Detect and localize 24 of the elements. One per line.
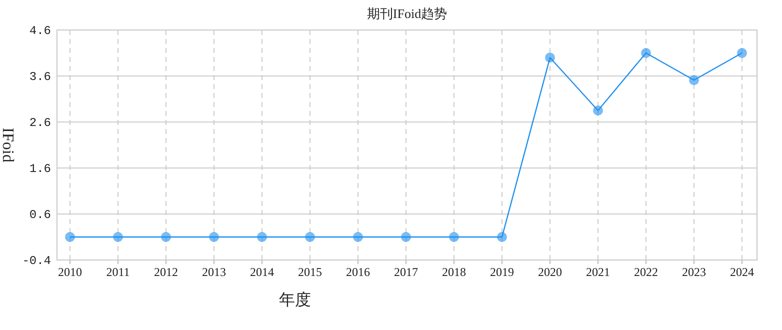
x-tick-label: 2018 — [442, 265, 466, 279]
x-tick-label: 2021 — [586, 265, 610, 279]
x-tick-label: 2015 — [298, 265, 322, 279]
x-tick-label: 2016 — [346, 265, 370, 279]
x-tick-label: 2023 — [682, 265, 706, 279]
y-tick-label: 0.6 — [29, 208, 51, 222]
x-tick-label: 2017 — [394, 265, 418, 279]
x-tick-label: 2013 — [202, 265, 226, 279]
x-tick-label: 2014 — [250, 265, 274, 279]
chart-title: 期刊IFoid趋势 — [366, 6, 448, 21]
y-tick-label: 1.6 — [29, 162, 51, 176]
x-tick-label: 2010 — [58, 265, 82, 279]
y-tick-label: 2.6 — [29, 116, 51, 130]
x-tick-label: 2012 — [154, 265, 178, 279]
x-axis-title: 年度 — [279, 291, 311, 309]
x-tick-label: 2019 — [490, 265, 514, 279]
y-axis-title: IFoid — [0, 128, 16, 162]
y-tick-label: 3.6 — [29, 70, 51, 84]
x-tick-label: 2011 — [106, 265, 130, 279]
x-tick-label: 2024 — [730, 265, 754, 279]
y-tick-label: -0.4 — [22, 254, 51, 268]
x-tick-label: 2020 — [538, 265, 562, 279]
x-tick-label: 2022 — [634, 265, 658, 279]
y-tick-label: 4.6 — [29, 24, 51, 38]
